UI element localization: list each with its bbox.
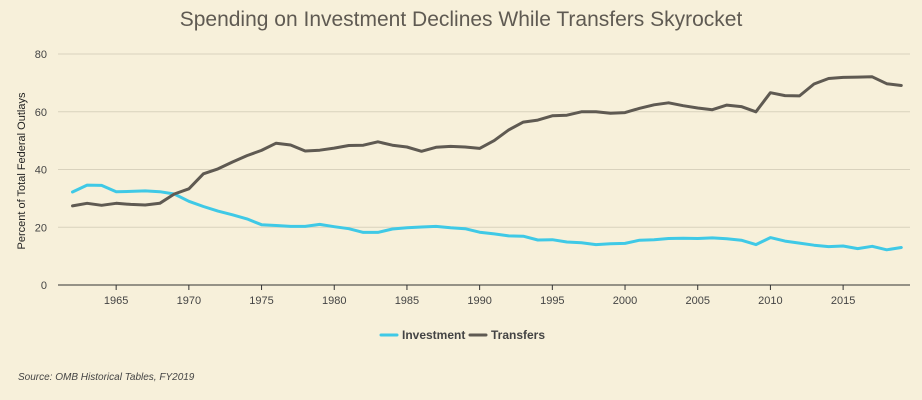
- x-tick-label: 1990: [467, 295, 491, 307]
- legend-label: Transfers: [491, 328, 545, 342]
- y-tick-labels: 0 20 40 60 80: [35, 49, 47, 292]
- y-tick-label: 60: [35, 107, 47, 119]
- x-tick-label: 1995: [540, 295, 564, 307]
- x-tick-label: 1975: [249, 295, 273, 307]
- y-tick-label: 80: [35, 49, 47, 61]
- series-line-transfers: [71, 75, 903, 208]
- series-lines: [71, 75, 903, 252]
- x-tick-label: 2010: [758, 295, 782, 307]
- x-tick-label: 1970: [177, 295, 201, 307]
- chart-title: Spending on Investment Declines While Tr…: [180, 8, 743, 31]
- x-tick-label: 2015: [831, 295, 855, 307]
- y-tick-label: 0: [41, 280, 47, 292]
- source-note: Source: OMB Historical Tables, FY2019: [18, 372, 195, 383]
- legend-label: Investment: [402, 328, 465, 342]
- legend[interactable]: Investment Transfers: [379, 328, 545, 342]
- x-tick-labels: 1965 1970 1975 1980 1985 1990 1995 2000 2005 2010…: [104, 285, 855, 307]
- x-tick-label: 1965: [104, 295, 128, 307]
- legend-item-transfers[interactable]: Transfers: [468, 328, 545, 342]
- series-line-investment: [71, 183, 903, 252]
- x-tick-label: 2005: [685, 295, 709, 307]
- x-tick-label: 1985: [395, 295, 419, 307]
- y-tick-label: 40: [35, 165, 47, 177]
- y-axis-label: Percent of Total Federal Outlays: [16, 92, 28, 249]
- x-tick-label: 1980: [322, 295, 346, 307]
- y-tick-label: 20: [35, 222, 47, 234]
- gridlines: [58, 53, 910, 228]
- x-tick-label: 2000: [613, 295, 637, 307]
- legend-item-investment[interactable]: Investment: [379, 328, 465, 342]
